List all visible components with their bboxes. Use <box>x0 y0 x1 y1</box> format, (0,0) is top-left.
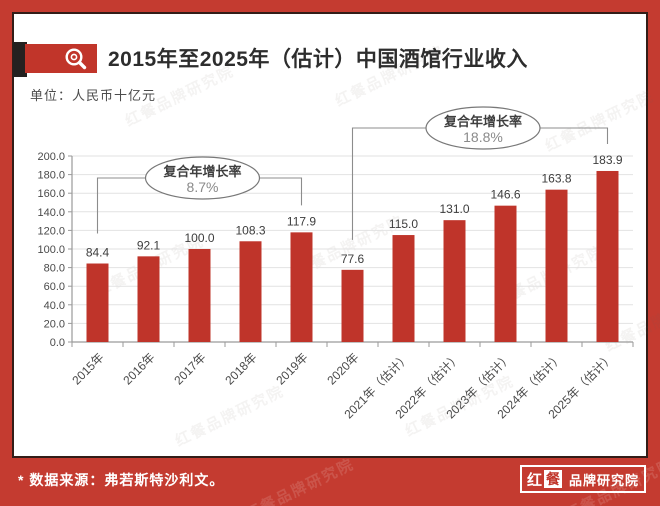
bar-value-label: 92.1 <box>137 238 161 252</box>
watermark-text: 红餐品牌研究院 <box>242 455 358 506</box>
bar-2020年 <box>341 269 364 342</box>
bar-2016年 <box>137 256 160 342</box>
bar-value-label: 131.0 <box>439 202 469 216</box>
cagr-value-1: 8.7% <box>187 179 219 195</box>
cagr-value-2: 18.8% <box>463 129 503 145</box>
x-axis-label: 2015年 <box>69 350 106 387</box>
y-axis-label: 200.0 <box>37 151 65 163</box>
x-axis-label: 2018年 <box>222 350 259 387</box>
title-badge <box>25 44 97 73</box>
x-axis-label: 2017年 <box>171 350 208 387</box>
bar-2017年 <box>188 249 211 342</box>
logo-can-char: 餐 <box>543 470 562 488</box>
data-source-note: * 数据来源：弗若斯特沙利文。 <box>18 472 225 488</box>
y-axis-label: 100.0 <box>37 244 65 256</box>
logo-hong-char: 红 <box>526 471 542 489</box>
bar-2025年（估计） <box>596 170 619 342</box>
bar-value-label: 163.8 <box>541 172 571 186</box>
bar-2022年（估计） <box>443 220 466 342</box>
content-panel <box>12 12 648 458</box>
y-axis-label: 40.0 <box>44 300 65 312</box>
y-axis-label: 160.0 <box>37 188 65 200</box>
cagr-bracket-2 <box>351 127 609 240</box>
y-axis-label: 140.0 <box>37 207 65 219</box>
bar-value-label: 115.0 <box>389 217 418 231</box>
y-axis-label: 80.0 <box>44 263 65 275</box>
cagr-label-2: 复合年增长率 <box>443 114 522 129</box>
unit-label: 单位：人民币十亿元 <box>30 88 157 103</box>
bar-2015年 <box>86 263 109 342</box>
bar-chart: 0.0 20.0 40.0 60.0 80.0 100.0 120.0 140.0 160.0 1… <box>37 106 634 421</box>
bar-2019年 <box>290 232 313 342</box>
page-title: 2015年至2025年（估计）中国酒馆行业收入 <box>108 48 528 71</box>
bar-value-label: 77.6 <box>341 252 365 266</box>
bar-2024年（估计） <box>545 189 568 342</box>
bar-value-label: 117.9 <box>287 214 316 228</box>
x-axis-label: 2020年 <box>324 350 361 387</box>
magnifier-icon <box>65 48 87 70</box>
bar-value-label: 108.3 <box>235 223 265 237</box>
y-axis-label: 120.0 <box>37 225 65 237</box>
title-badge-tab <box>13 42 27 77</box>
cagr-ellipse-2 <box>425 106 541 150</box>
y-axis-label: 20.0 <box>44 318 65 330</box>
brand-logo: 红 餐 品牌研究院 <box>519 465 646 493</box>
y-axis-label: 0.0 <box>50 337 65 349</box>
bar-value-label: 146.6 <box>490 188 520 202</box>
cagr-ellipse-1 <box>144 156 261 200</box>
bar-value-label: 183.9 <box>592 153 622 167</box>
bar-2021年（估计） <box>392 235 415 342</box>
bar-2018年 <box>239 241 262 342</box>
bar-2023年（估计） <box>494 205 517 342</box>
y-axis-label: 60.0 <box>44 281 65 293</box>
x-axis-label: 2019年 <box>273 350 310 387</box>
y-axis-label: 180.0 <box>37 170 65 182</box>
bar-value-label: 100.0 <box>184 231 214 245</box>
logo-brand-text: 品牌研究院 <box>568 472 639 488</box>
bar-value-label: 84.4 <box>86 246 110 260</box>
cagr-bracket-1 <box>96 177 303 234</box>
cagr-label-1: 复合年增长率 <box>162 164 241 179</box>
x-axis-label: 2016年 <box>120 350 157 387</box>
